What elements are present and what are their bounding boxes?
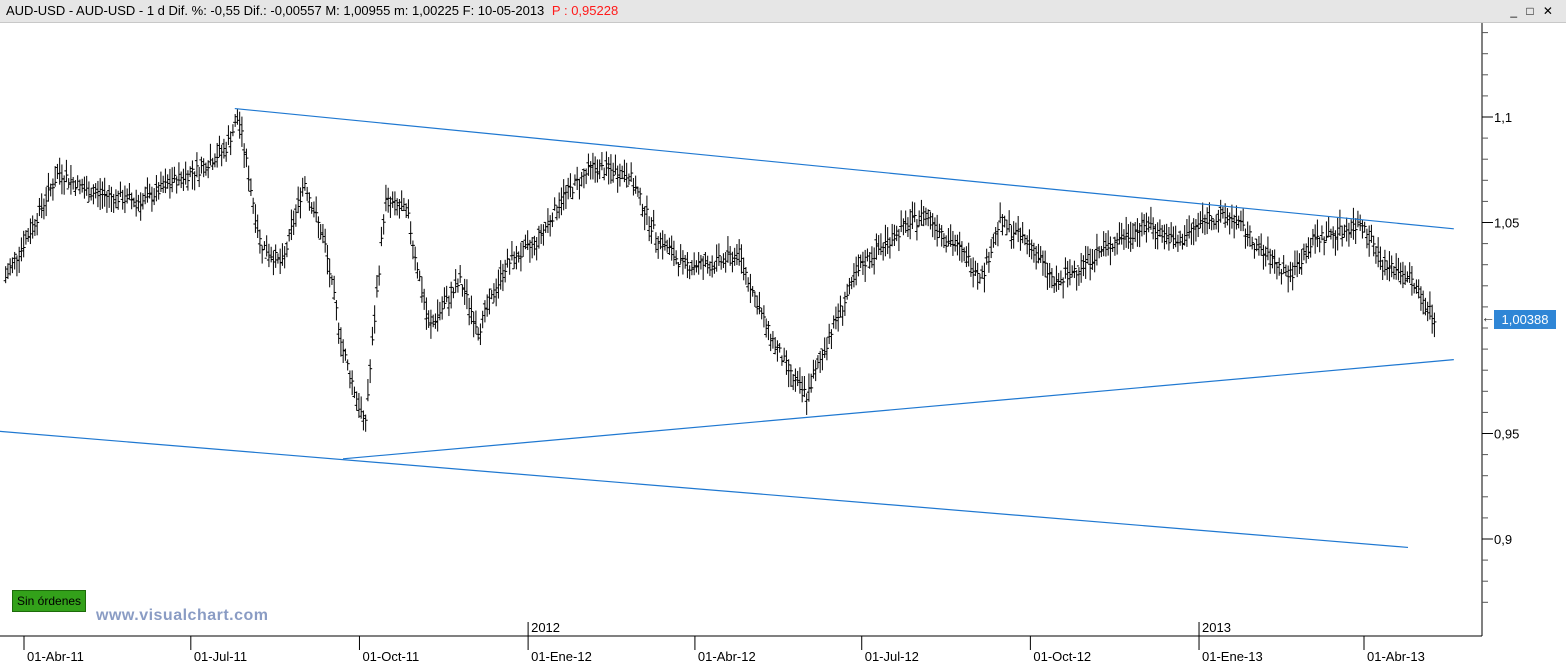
window-title: AUD-USD - AUD-USD - 1 d Dif. %: -0,55 Di… xyxy=(6,0,618,22)
year-label: 2012 xyxy=(531,620,560,635)
x-tick-label: 01-Abr-12 xyxy=(698,649,756,664)
x-tick-label: 01-Abr-11 xyxy=(27,649,84,664)
watermark: www.visualchart.com xyxy=(96,607,269,624)
x-tick-label: 01-Jul-12 xyxy=(865,649,919,664)
y-tick-label: 0,95 xyxy=(1494,427,1519,442)
orders-status-badge[interactable]: Sin órdenes xyxy=(12,590,87,612)
chart-title: AUD-USD - AUD-USD - 1 d Dif. %: -0,55 Di… xyxy=(6,3,545,18)
price-chart[interactable]: 1,1 1,05 0,95 0,9 01-Abr-11 01-Jul-11 01-Oct-1… xyxy=(0,23,1566,664)
x-tick-label: 01-Abr-13 xyxy=(1367,649,1425,664)
x-tick-label: 01-Oct-11 xyxy=(362,649,419,664)
x-tick-label: 01-Ene-13 xyxy=(1202,649,1263,664)
trendline xyxy=(342,359,1454,460)
x-tick-label: 01-Ene-12 xyxy=(531,649,592,664)
x-tick-label: 01-Oct-12 xyxy=(1033,649,1091,664)
y-tick-label: 1,05 xyxy=(1494,216,1519,231)
current-price-tag: 1,00388 xyxy=(1494,310,1556,329)
trendline xyxy=(234,107,1454,230)
trendline xyxy=(0,430,1409,549)
price-label: P : 0,95228 xyxy=(551,3,619,18)
year-label: 2013 xyxy=(1202,620,1231,635)
y-tick-label: 1,1 xyxy=(1494,110,1512,125)
window-controls[interactable]: _ □ ✕ xyxy=(1510,4,1556,18)
x-tick-label: 01-Jul-11 xyxy=(194,649,247,664)
price-pointer-icon: ← xyxy=(1481,309,1495,325)
y-tick-label: 0,9 xyxy=(1494,532,1512,547)
window-titlebar: AUD-USD - AUD-USD - 1 d Dif. %: -0,55 Di… xyxy=(0,0,1566,23)
